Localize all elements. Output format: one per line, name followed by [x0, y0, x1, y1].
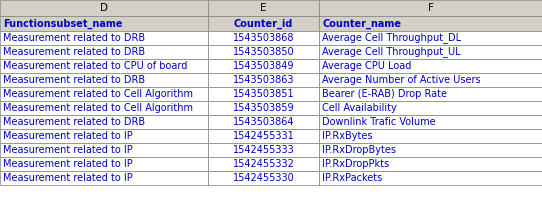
Bar [0, 143, 208, 157]
Bar [319, 59, 542, 73]
Text: 1543503850: 1543503850 [233, 47, 294, 57]
Text: Average Cell Throughput_DL: Average Cell Throughput_DL [322, 33, 461, 43]
Text: 1542455330: 1542455330 [233, 173, 294, 183]
Bar [0, 0, 208, 16]
Bar [319, 101, 542, 115]
Bar [319, 129, 542, 143]
Text: 1542455331: 1542455331 [233, 131, 294, 141]
Text: Average Number of Active Users: Average Number of Active Users [322, 75, 481, 85]
Bar [208, 115, 319, 129]
Bar [208, 101, 319, 115]
Bar [319, 0, 542, 16]
Text: Counter_id: Counter_id [234, 18, 293, 29]
Bar [319, 16, 542, 31]
Bar [208, 0, 319, 16]
Text: 1543503863: 1543503863 [233, 75, 294, 85]
Text: Cell Availability: Cell Availability [322, 103, 397, 113]
Bar [0, 59, 208, 73]
Text: 1542455333: 1542455333 [233, 145, 294, 155]
Bar [319, 87, 542, 101]
Text: Measurement related to DRB: Measurement related to DRB [3, 75, 145, 85]
Bar [319, 143, 542, 157]
Text: 1543503868: 1543503868 [233, 33, 294, 43]
Text: IP.RxBytes: IP.RxBytes [322, 131, 373, 141]
Bar [208, 143, 319, 157]
Text: Measurement related to DRB: Measurement related to DRB [3, 47, 145, 57]
Text: Average CPU Load: Average CPU Load [322, 61, 411, 71]
Text: IP.RxPackets: IP.RxPackets [322, 173, 383, 183]
Text: 1543503851: 1543503851 [233, 89, 294, 99]
Text: 1543503849: 1543503849 [233, 61, 294, 71]
Text: Measurement related to IP: Measurement related to IP [3, 131, 133, 141]
Text: Counter_name: Counter_name [322, 18, 401, 29]
Text: Measurement related to IP: Measurement related to IP [3, 145, 133, 155]
Text: 1543503859: 1543503859 [233, 103, 294, 113]
Text: D: D [100, 3, 108, 13]
Bar [208, 31, 319, 45]
Bar [208, 87, 319, 101]
Bar [0, 129, 208, 143]
Bar [0, 87, 208, 101]
Bar [208, 171, 319, 185]
Text: E: E [260, 3, 267, 13]
Bar [0, 115, 208, 129]
Text: IP.RxDropBytes: IP.RxDropBytes [322, 145, 396, 155]
Text: 1542455332: 1542455332 [233, 159, 294, 169]
Text: 1543503864: 1543503864 [233, 117, 294, 127]
Bar [208, 59, 319, 73]
Text: Measurement related to DRB: Measurement related to DRB [3, 117, 145, 127]
Bar [0, 45, 208, 59]
Bar [208, 73, 319, 87]
Bar [0, 101, 208, 115]
Bar [319, 31, 542, 45]
Text: Measurement related to DRB: Measurement related to DRB [3, 33, 145, 43]
Text: Measurement related to Cell Algorithm: Measurement related to Cell Algorithm [3, 89, 193, 99]
Text: IP.RxDropPkts: IP.RxDropPkts [322, 159, 389, 169]
Bar [208, 16, 319, 31]
Bar [319, 73, 542, 87]
Bar [208, 157, 319, 171]
Bar [0, 31, 208, 45]
Text: Measurement related to IP: Measurement related to IP [3, 173, 133, 183]
Bar [319, 115, 542, 129]
Text: Functionsubset_name: Functionsubset_name [3, 18, 122, 29]
Bar [319, 157, 542, 171]
Bar [0, 16, 208, 31]
Bar [208, 129, 319, 143]
Text: F: F [428, 3, 434, 13]
Bar [208, 45, 319, 59]
Bar [319, 45, 542, 59]
Text: Measurement related to Cell Algorithm: Measurement related to Cell Algorithm [3, 103, 193, 113]
Text: Measurement related to CPU of board: Measurement related to CPU of board [3, 61, 188, 71]
Bar [0, 157, 208, 171]
Bar [0, 171, 208, 185]
Text: Downlink Trafic Volume: Downlink Trafic Volume [322, 117, 436, 127]
Bar [0, 73, 208, 87]
Text: Bearer (E-RAB) Drop Rate: Bearer (E-RAB) Drop Rate [322, 89, 447, 99]
Text: Average Cell Throughput_UL: Average Cell Throughput_UL [322, 46, 461, 57]
Bar [319, 171, 542, 185]
Text: Measurement related to IP: Measurement related to IP [3, 159, 133, 169]
